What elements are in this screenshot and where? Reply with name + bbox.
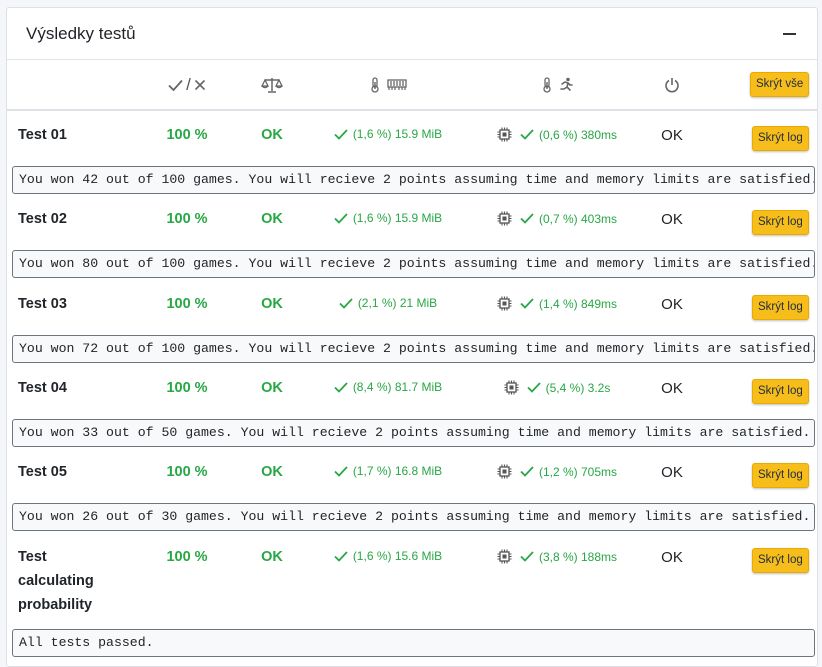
check-icon [168, 79, 183, 91]
time-value: (5,4 %) 3.2s [545, 380, 611, 395]
hide-log-button[interactable]: Skrýt log [752, 463, 809, 488]
panel-header: Výsledky testů [7, 8, 817, 60]
hide-log-button[interactable]: Skrýt log [752, 379, 809, 404]
running-icon [559, 77, 573, 91]
memory-value: (1,6 %) 15.6 MiB [352, 549, 443, 563]
test-time: (5,4 %) 3.2s [472, 380, 642, 395]
test-status: OK [261, 127, 283, 143]
check-icon [339, 297, 353, 309]
cpu-icon [497, 549, 512, 564]
test-memory: (8,4 %) 81.7 MiB [307, 380, 469, 394]
check-icon [527, 382, 541, 393]
cpu-icon [497, 296, 512, 311]
test-status: OK [261, 211, 283, 227]
test-name: Test 01 [18, 127, 67, 143]
test-score: 100 % [166, 127, 208, 143]
check-icon [520, 213, 534, 224]
cpu-icon [497, 211, 512, 226]
check-icon [334, 465, 348, 477]
test-name: Test calculating probability [18, 549, 94, 613]
test-name: Test 05 [18, 464, 67, 480]
memory-value: (1,6 %) 15.9 MiB [352, 211, 443, 225]
check-icon [334, 381, 348, 393]
test-score: 100 % [166, 296, 208, 312]
test-name: Test 02 [18, 211, 67, 227]
test-exit-status: OK [661, 380, 683, 397]
test-time: (1,4 %) 849ms [472, 296, 642, 311]
memory-value: (8,4 %) 81.7 MiB [352, 380, 443, 394]
cpu-icon [497, 127, 512, 142]
test-score: 100 % [166, 464, 208, 480]
memory-icon [386, 78, 407, 90]
cpu-icon [504, 380, 519, 395]
test-log: You won 72 out of 100 games. You will re… [12, 335, 815, 363]
check-icon [334, 128, 348, 140]
thermometer-icon [370, 76, 379, 93]
test-results-panel: Výsledky testů / Skrýt v [6, 7, 818, 667]
test-log: You won 80 out of 100 games. You will re… [12, 250, 815, 278]
time-value: (0,6 %) 380ms [538, 127, 618, 142]
score-separator: / [186, 74, 191, 94]
time-value: (1,4 %) 849ms [538, 296, 618, 311]
test-name: Test 04 [18, 380, 67, 396]
status-header [247, 60, 297, 109]
test-log: You won 42 out of 100 games. You will re… [12, 166, 815, 194]
test-time: (1,2 %) 705ms [472, 464, 642, 479]
test-time: (3,8 %) 188ms [472, 549, 642, 564]
score-header: / [157, 60, 217, 109]
balance-scale-icon [261, 77, 283, 93]
memory-value: (1,7 %) 16.8 MiB [352, 464, 443, 478]
time-header [472, 60, 642, 109]
hide-log-button[interactable]: Skrýt log [752, 295, 809, 320]
hide-log-button[interactable]: Skrýt log [752, 548, 809, 573]
test-log: You won 33 out of 50 games. You will rec… [12, 419, 815, 447]
check-icon [520, 298, 534, 309]
check-icon [334, 550, 348, 562]
test-status: OK [261, 380, 283, 396]
test-memory: (2,1 %) 21 MiB [307, 296, 469, 310]
test-exit-status: OK [661, 127, 683, 144]
test-score: 100 % [166, 549, 208, 565]
test-exit-status: OK [661, 464, 683, 481]
exit-header [647, 60, 697, 109]
power-icon [665, 77, 679, 92]
test-time: (0,6 %) 380ms [472, 127, 642, 142]
check-icon [334, 212, 348, 224]
check-icon [520, 129, 534, 140]
panel-title: Výsledky testů [26, 23, 136, 43]
test-exit-status: OK [661, 211, 683, 228]
test-exit-status: OK [661, 296, 683, 313]
test-status: OK [261, 549, 283, 565]
test-time: (0,7 %) 403ms [472, 211, 642, 226]
test-memory: (1,7 %) 16.8 MiB [307, 464, 469, 478]
hide-log-button[interactable]: Skrýt log [752, 210, 809, 235]
test-score: 100 % [166, 380, 208, 396]
table-header: / Skrýt vše [7, 60, 817, 111]
thermometer-icon [542, 76, 551, 93]
check-icon [520, 551, 534, 562]
test-name: Test 03 [18, 296, 67, 312]
memory-value: (1,6 %) 15.9 MiB [352, 127, 443, 141]
test-score: 100 % [166, 211, 208, 227]
test-status: OK [261, 296, 283, 312]
test-log: You won 26 out of 30 games. You will rec… [12, 503, 815, 531]
test-status: OK [261, 464, 283, 480]
check-icon [520, 466, 534, 477]
test-log: All tests passed. [12, 629, 815, 657]
hide-log-button[interactable]: Skrýt log [752, 126, 809, 151]
test-memory: (1,6 %) 15.9 MiB [307, 211, 469, 225]
hide-all-button[interactable]: Skrýt vše [750, 72, 810, 97]
test-memory: (1,6 %) 15.9 MiB [307, 127, 469, 141]
memory-value: (2,1 %) 21 MiB [357, 296, 438, 310]
time-value: (0,7 %) 403ms [538, 211, 618, 226]
test-exit-status: OK [661, 549, 683, 566]
memory-header [307, 60, 469, 109]
minus-icon[interactable] [779, 24, 799, 44]
x-icon [194, 79, 205, 90]
time-value: (3,8 %) 188ms [538, 549, 618, 564]
test-memory: (1,6 %) 15.6 MiB [307, 549, 469, 563]
time-value: (1,2 %) 705ms [538, 464, 618, 479]
cpu-icon [497, 464, 512, 479]
